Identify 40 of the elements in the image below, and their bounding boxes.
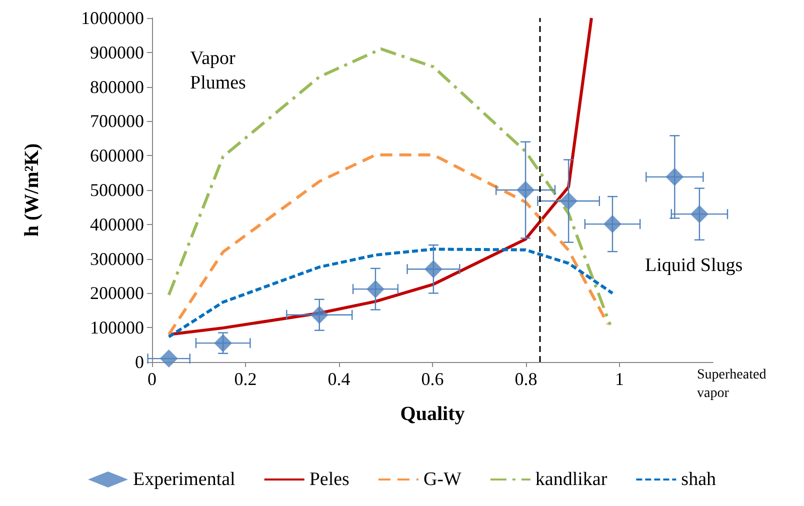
y-tick-label: 700000 [90, 111, 144, 132]
point [160, 350, 178, 368]
legend-label: G-W [423, 469, 462, 490]
point [603, 215, 622, 234]
annotation: Liquid Slugs [645, 254, 743, 276]
legend-label: kandlikar [535, 469, 608, 490]
legend-label: Peles [309, 469, 350, 490]
legend-label: Experimental [132, 469, 236, 490]
y-axis-title: h (W/m²K) [21, 143, 43, 237]
x-axis-title: Quality [400, 403, 465, 425]
y-tick-label: 100000 [90, 318, 144, 338]
point [310, 306, 328, 324]
text: Superheated vapor [697, 368, 770, 401]
y-tick-label: 400000 [90, 214, 144, 234]
annotation: Vapor Plumes [190, 48, 246, 94]
y-tick-label: 200000 [90, 283, 144, 304]
y-tick-label: 0 [135, 352, 144, 372]
y-tick-label: 300000 [90, 248, 144, 269]
y-tick-label: 500000 [90, 180, 144, 200]
point [516, 181, 535, 199]
line-series [167, 153, 610, 336]
y-tick-label: 1000000 [81, 8, 144, 28]
point [366, 280, 384, 298]
point [560, 192, 578, 210]
x-tick-label: 0.8 [514, 369, 538, 389]
x-tick-label: 0.6 [421, 369, 444, 389]
point [666, 168, 684, 186]
y-tick-label: 900000 [90, 42, 144, 62]
y-tick-label: 800000 [90, 76, 144, 97]
x-tick-label: 0.4 [328, 369, 350, 389]
point [214, 334, 232, 352]
legend-label: shah [681, 469, 717, 490]
x-tick-label: 0.2 [234, 369, 257, 389]
line-series [167, 248, 614, 338]
x-tick-label: 0 [148, 369, 156, 389]
y-tick-label: 600000 [90, 146, 144, 166]
point [690, 205, 708, 224]
point [424, 260, 442, 278]
x-tick-label: 1 [615, 369, 624, 389]
line-series [167, 47, 612, 326]
